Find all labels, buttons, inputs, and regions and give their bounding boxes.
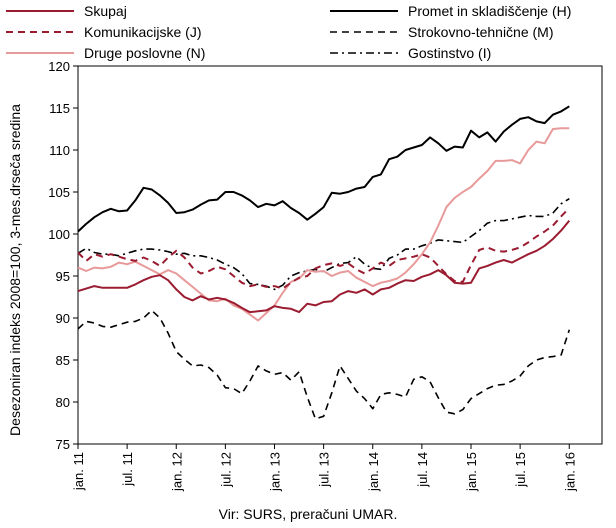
legend-label: Strokovno-tehnične (M): [408, 24, 554, 40]
x-tick-label: jul. 14: [415, 452, 430, 488]
y-tick-label: 75: [56, 437, 70, 452]
series-line-1: [77, 105, 570, 233]
y-tick-label: 120: [48, 59, 70, 74]
series-line-5: [77, 198, 570, 291]
x-tick-label: jul. 12: [218, 452, 233, 488]
x-tick-label: jul. 13: [317, 452, 332, 488]
x-tick-label: jan. 13: [268, 452, 283, 492]
y-axis: 75 80 85 90 95 100 105 110 115 120: [48, 59, 78, 452]
x-tick-label: jul. 15: [513, 452, 528, 488]
series-line-4: [77, 127, 570, 322]
y-tick-label: 105: [48, 185, 70, 200]
x-tick-label: jan. 12: [169, 452, 184, 492]
x-tick-label: jan. 11: [71, 452, 86, 491]
y-tick-label: 110: [49, 143, 70, 158]
x-tick-label: jul. 11: [120, 452, 135, 487]
y-tick-label: 85: [56, 353, 70, 368]
y-tick-label: 115: [49, 101, 70, 116]
legend-label: Promet in skladiščenje (H): [408, 3, 571, 19]
legend-label: Komunikacijske (J): [84, 24, 201, 40]
chart-legend: Skupaj Promet in skladiščenje (H) Komunika…: [6, 3, 571, 61]
x-tick-label: jan. 15: [464, 452, 479, 492]
legend-label: Druge poslovne (N): [84, 45, 205, 61]
x-tick-label: jan. 16: [562, 452, 577, 492]
plot-frame: [77, 65, 603, 445]
legend-label: Skupaj: [84, 3, 127, 19]
series-line-3: [77, 309, 571, 420]
x-tick-label: jan. 14: [366, 452, 381, 492]
y-tick-label: 95: [56, 269, 70, 284]
y-tick-label: 100: [48, 227, 70, 242]
plot-border: [77, 65, 603, 445]
x-axis: jan. 11 jul. 11 jan. 12 jul. 12 jan. 13 jul. …: [71, 444, 577, 492]
series-line-0: [77, 219, 571, 314]
y-tick-label: 90: [56, 311, 70, 326]
series-layer: [77, 105, 571, 420]
source-note: Vir: SURS, preračuni UMAR.: [218, 506, 398, 522]
y-tick-label: 80: [56, 395, 70, 410]
legend-label: Gostinstvo (I): [408, 45, 491, 61]
y-axis-title: Desezoniran indeks 2008=100, 3-mes.drseč…: [7, 104, 23, 436]
